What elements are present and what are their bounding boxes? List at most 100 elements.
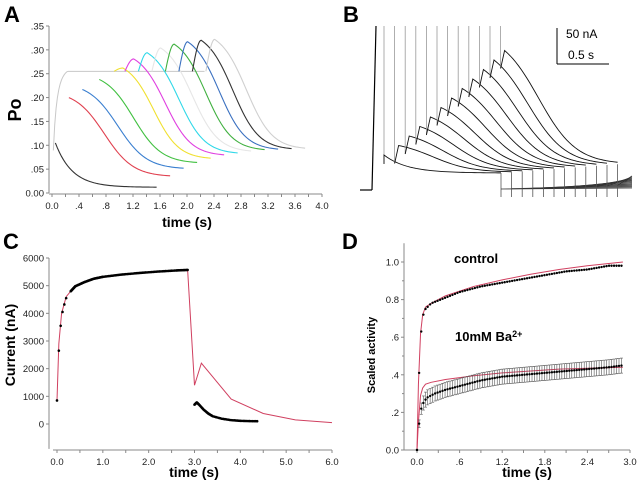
barium-point: [483, 378, 487, 381]
barium-point: [525, 373, 529, 376]
current-trace: [489, 59, 608, 164]
residual-trace: [585, 178, 633, 187]
x-tick-label: 3.0: [623, 457, 636, 468]
barium-point: [543, 371, 546, 375]
barium-point: [620, 364, 623, 367]
series-line-pulse-2.1s: [191, 39, 292, 150]
control-point: [610, 264, 613, 267]
control-point: [417, 371, 421, 375]
barium-point: [417, 422, 421, 425]
control-point: [463, 289, 467, 292]
panel-label-d: D: [342, 229, 358, 254]
barium-point: [518, 373, 521, 377]
barium-point: [545, 371, 549, 374]
series-line-pulse-1.9s: [178, 41, 279, 150]
control-point: [483, 284, 487, 287]
barium-point: [555, 370, 559, 374]
control-point: [595, 266, 598, 270]
barium-point: [533, 372, 536, 376]
barium-point: [486, 378, 489, 381]
control-point: [605, 264, 608, 268]
barium-point: [508, 374, 511, 378]
y-tick-label: 6000: [23, 254, 44, 265]
series-line-pulse-0.05s: [54, 142, 157, 188]
current-trace: [425, 116, 544, 170]
x-tick-label: 1.8: [538, 457, 551, 468]
x-tick-label: 4.0: [234, 457, 247, 468]
barium-point: [617, 364, 621, 368]
panel-a-xlabel: time (s): [162, 214, 212, 230]
y-tick-label: .15: [31, 117, 44, 128]
barium-point: [498, 375, 501, 379]
panel-a-ylabel: Po: [5, 98, 25, 121]
barium-point: [453, 386, 457, 389]
panel-c-axes: 0 1000 2000 3000 4000 5000 6000 0.0 1.0 2.0 3.0 4.0…: [23, 254, 339, 469]
y-tick-label: .20: [31, 93, 44, 104]
barium-point: [515, 374, 519, 377]
barium-point: [535, 372, 539, 375]
control-point: [528, 276, 531, 280]
barium-point: [538, 372, 541, 375]
barium-point: [607, 366, 611, 369]
series-line-pulse-0.7s: [99, 78, 198, 164]
x-tick-label: 3.6: [288, 201, 301, 212]
barium-point: [441, 389, 444, 393]
series-line-pulse-2.3s: [205, 38, 306, 149]
control-point: [501, 281, 504, 284]
control-point: [570, 269, 573, 273]
control-point: [466, 288, 469, 292]
scale-bar-time-label: 0.5 s: [568, 48, 594, 62]
control-point: [555, 271, 559, 275]
panel-d: D 0.0 .2 .4 .6 0.8 1.0 0.0 .6 1.2 1.8 2.4 3.0 time …: [342, 229, 637, 480]
control-point: [578, 269, 581, 272]
current-trace: [383, 154, 502, 174]
control-point: [428, 303, 432, 306]
control-point: [424, 307, 427, 311]
control-point: [607, 264, 611, 267]
panel-b-traces: [360, 25, 633, 197]
barium-point: [595, 367, 598, 370]
barium-point: [476, 380, 479, 383]
y-tick-label: .4: [391, 370, 399, 381]
panel-d-lines: [415, 261, 623, 452]
panel-d-ylabel: Scaled activity: [366, 316, 378, 393]
control-point: [583, 268, 586, 272]
x-tick-label: 2.0: [180, 201, 193, 212]
y-tick-label: 1.0: [386, 258, 399, 269]
panel-a-axes: 0.00 .05 .10 .15 .20 .25 .30 .35 0.0 .4 .8 1.2 1.6 2.…: [26, 22, 329, 213]
control-point: [431, 301, 434, 304]
control-point: [545, 273, 549, 276]
barium-point: [488, 377, 491, 381]
barium-point: [528, 373, 531, 376]
y-tick-label: 0.8: [386, 295, 399, 306]
y-tick-label: .2: [391, 408, 399, 419]
panel-c-xlabel: time (s): [169, 464, 219, 480]
panel-b: B 50 nA 0.5 s: [343, 2, 633, 197]
control-point: [597, 266, 601, 269]
control-point: [498, 281, 501, 285]
measured-point: [64, 296, 68, 300]
control-point: [458, 290, 462, 294]
scale-bar-current-label: 50 nA: [566, 27, 597, 41]
x-tick-label: 6.0: [325, 457, 338, 468]
control-point: [436, 299, 439, 303]
control-point: [550, 272, 554, 276]
control-point: [456, 291, 459, 295]
control-point: [533, 275, 536, 279]
control-point: [592, 267, 596, 270]
barium-point: [573, 369, 576, 372]
barium-point: [422, 401, 425, 405]
barium-point: [415, 448, 419, 452]
barium-point: [553, 370, 556, 374]
annotation-barium-text: 10mM Ba: [455, 329, 513, 344]
barium-point: [491, 377, 494, 380]
control-point: [543, 274, 546, 277]
control-point: [486, 284, 489, 287]
y-tick-label: 0.00: [26, 189, 45, 200]
series-line-pulse-1.5s: [151, 47, 252, 152]
control-point: [553, 272, 556, 275]
barium-point: [501, 375, 504, 378]
control-point: [575, 269, 578, 272]
control-point: [525, 277, 529, 280]
